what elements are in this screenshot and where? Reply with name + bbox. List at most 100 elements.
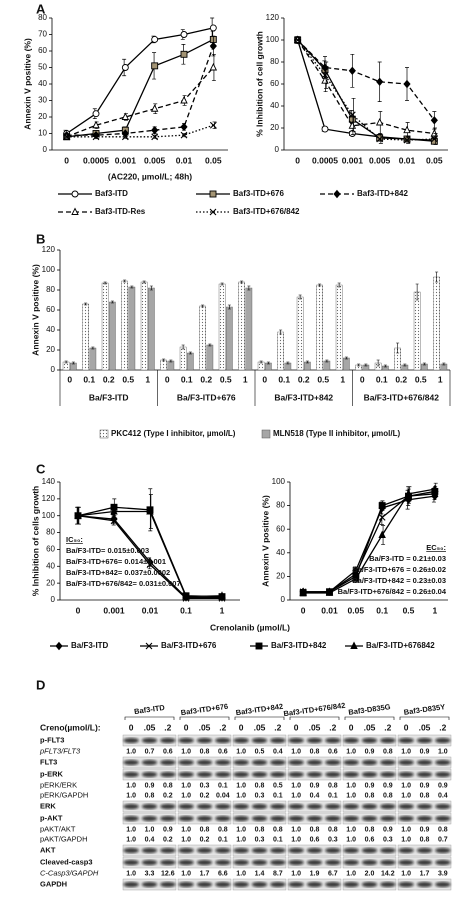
quant-value: 1.0 [126, 748, 136, 755]
band [270, 881, 286, 888]
band [270, 859, 286, 866]
dose-label: .2 [439, 722, 446, 732]
bar [109, 301, 116, 371]
band [233, 881, 249, 888]
group-label: Ba/F3-ITD [89, 392, 129, 402]
quant-value: 1.0 [145, 826, 155, 833]
band [178, 881, 194, 888]
band [233, 859, 249, 866]
quant-value: 1.0 [346, 792, 356, 799]
quant-value: 1.0 [181, 836, 191, 843]
bar [82, 303, 89, 371]
quant-value: 1.0 [236, 748, 246, 755]
quant-value: 0.9 [163, 826, 173, 833]
band [141, 759, 158, 766]
y-tick-label: 100 [272, 477, 286, 486]
x-tick-label: 0.1 [376, 374, 388, 384]
quant-value: 0.9 [383, 826, 393, 833]
bracket [179, 716, 230, 720]
marker [180, 50, 188, 58]
error-bar [162, 358, 166, 362]
y-tick-label: 120 [42, 245, 56, 254]
quant-value: 1.0 [401, 836, 411, 843]
dose-label: .2 [274, 722, 281, 732]
x-tick-label: 0 [295, 155, 300, 165]
error-bar [298, 294, 302, 300]
band [215, 815, 231, 822]
quant-value: 1.0 [181, 782, 191, 789]
marker [352, 574, 360, 582]
band [343, 771, 359, 778]
quant-value: 0.9 [310, 782, 320, 789]
legend-label: PKC412 (Type I inhibitor, µmol/L) [111, 429, 236, 438]
quant-value: 0.1 [218, 782, 228, 789]
series-line [66, 124, 214, 138]
y-tick-label: 80 [46, 285, 55, 294]
dose-label: 0 [129, 722, 134, 732]
x-tick-label: 0.2 [103, 374, 115, 384]
quant-value: 0.8 [365, 826, 375, 833]
y-tick-label: 40 [46, 561, 55, 570]
error-bar [286, 361, 290, 365]
error-bar [433, 133, 438, 145]
quant-value: 0.7 [438, 836, 448, 843]
y-tick-label: 10 [38, 129, 47, 138]
band [361, 803, 378, 810]
error-bar [422, 362, 426, 366]
marker [92, 110, 100, 118]
error-bar [324, 61, 329, 89]
quant-value: 1.0 [126, 836, 136, 843]
band [435, 859, 451, 866]
y-tick-label: 30 [38, 96, 47, 105]
bar [296, 296, 304, 371]
marker [321, 125, 329, 133]
y-tick-label: 80 [270, 57, 279, 66]
dose-label: .05 [309, 722, 321, 732]
quant-value: 0.8 [383, 748, 393, 755]
marker [146, 506, 154, 515]
quant-value: 2.0 [365, 870, 375, 877]
error-bar [103, 281, 107, 285]
band [251, 803, 268, 810]
quant-value: 1.0 [126, 826, 136, 833]
quant-value: 1.0 [346, 748, 356, 755]
band [325, 859, 341, 866]
band [196, 815, 213, 822]
row-label: p-ERK [40, 769, 63, 778]
x-tick-label: 0.5 [122, 374, 134, 384]
quant-value: 0.7 [145, 748, 155, 755]
band [288, 759, 304, 766]
error-bar [344, 356, 348, 360]
band [160, 803, 176, 810]
quant-value: 1.0 [346, 782, 356, 789]
bracket [124, 716, 175, 720]
y-tick-label: 80 [46, 528, 55, 537]
marker [151, 62, 159, 70]
marker [218, 591, 226, 599]
quant-value: 1.0 [181, 826, 191, 833]
error-bar [403, 363, 407, 367]
band [325, 803, 341, 810]
quant-value: 1.9 [310, 870, 320, 877]
legend-swatch [99, 429, 109, 439]
quant-value: 0.1 [273, 792, 283, 799]
quant-value: 0.9 [420, 782, 430, 789]
legend-label: Baf3-ITD+842 [357, 189, 408, 198]
quant-value: 1.0 [236, 792, 246, 799]
band [398, 737, 414, 744]
quant-value: 1.0 [291, 870, 301, 877]
bar [101, 282, 109, 371]
band [141, 847, 158, 854]
quant-value: 0.2 [200, 792, 210, 799]
bar [128, 286, 136, 371]
y-tick-label: 100 [42, 265, 56, 274]
series-line [297, 39, 435, 142]
marker [333, 189, 341, 199]
band [306, 881, 323, 888]
quant-value: 0.1 [218, 836, 228, 843]
bar [148, 287, 155, 371]
series-line [66, 27, 214, 135]
band [160, 771, 176, 778]
band [380, 759, 396, 766]
band [233, 759, 249, 766]
